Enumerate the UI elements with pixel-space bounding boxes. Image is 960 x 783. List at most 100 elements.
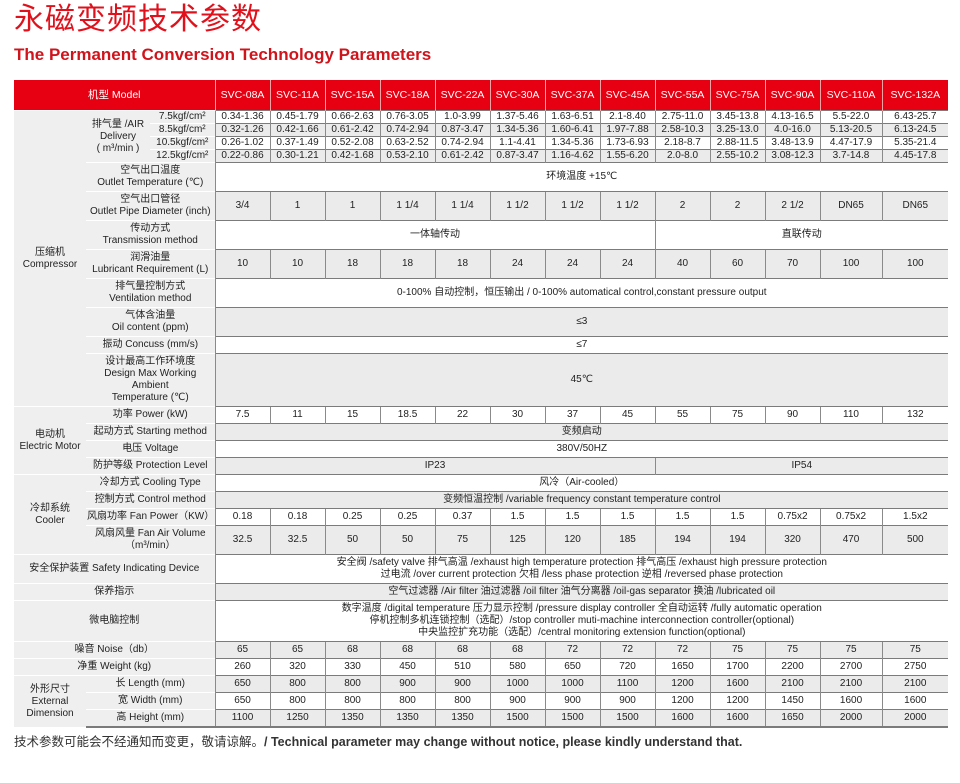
table-row: 传动方式 Transmission method 一体轴传动 直联传动 [14, 220, 949, 250]
value-cell: 100 [881, 249, 949, 279]
row-label: 高 Height (mm) [86, 709, 216, 728]
group-label: 压缩机 Compressor [14, 110, 86, 407]
value-cell: 194 [654, 525, 711, 555]
value-cell: 1000 [544, 675, 601, 693]
value-cell: 1.34-5.36 [544, 136, 601, 150]
value-cell: 1350 [434, 709, 491, 728]
group-label: 冷却系统 Cooler [14, 474, 86, 555]
value-cell: 125 [489, 525, 546, 555]
spec-table: 机型 Model SVC-08A SVC-11A SVC-15A SVC-18A SVC… [14, 80, 949, 728]
value-cell: 330 [324, 658, 381, 676]
group-label: 电动机 Electric Motor [14, 406, 86, 475]
row-label: 保养指示 [14, 583, 216, 601]
value-cell: 50 [379, 525, 436, 555]
value-cell: 60 [709, 249, 766, 279]
value-cell: 1.1-4.41 [489, 136, 546, 150]
value-cell: 0.63-2.52 [379, 136, 436, 150]
value-cell: 800 [434, 692, 491, 710]
row-label: 长 Length (mm) [86, 675, 216, 693]
value-cell: 0.45-1.79 [269, 110, 326, 124]
value-cell: 110 [819, 406, 883, 424]
value-cell: 22 [434, 406, 491, 424]
value-cell: 0.87-3.47 [489, 149, 546, 163]
value-cell: 2.55-10.2 [709, 149, 766, 163]
value-cell: 0.66-2.63 [324, 110, 381, 124]
value-cell: 68 [324, 641, 381, 659]
value-cell: 5.13-20.5 [819, 123, 883, 137]
value-cell: 1 1/2 [599, 191, 656, 221]
value-cell: 1.5 [489, 508, 546, 526]
value-cell: 1350 [379, 709, 436, 728]
value-cell: 1250 [269, 709, 326, 728]
table-row: 微电脑控制 数字温度 /digital temperature 压力显示控制 /p… [14, 600, 949, 642]
table-row: 润滑油量 Lubricant Requirement (L) 10 10 18 18 18… [14, 249, 949, 279]
value-cell: 650 [214, 675, 271, 693]
table-row: 噪音 Noise（db） 65 65 68 68 68 68 72 72 72 75 75 75 75 [14, 641, 949, 659]
value-cell: 2 [709, 191, 766, 221]
value-cell: 0.87-3.47 [434, 123, 491, 137]
value-cell: 1000 [489, 675, 546, 693]
value-cell: 2100 [819, 675, 883, 693]
value-cell: 4.0-16.0 [764, 123, 821, 137]
value-cell: 1 [324, 191, 381, 221]
row-label: 空气出口温度 Outlet Temperature (℃) [86, 162, 216, 192]
table-row: 起动方式 Starting method 变频启动 [14, 423, 949, 441]
row-label: 电压 Voltage [86, 440, 216, 458]
value-cell: 68 [489, 641, 546, 659]
row-label: 传动方式 Transmission method [86, 220, 216, 250]
value-cell: 72 [544, 641, 601, 659]
value-cell: 90 [764, 406, 821, 424]
value-cell: 0.61-2.42 [324, 123, 381, 137]
value-cell: 0.52-2.08 [324, 136, 381, 150]
value-cell: 0.42-1.66 [269, 123, 326, 137]
value-cell: 1600 [709, 709, 766, 728]
value-cell: 70 [764, 249, 821, 279]
model-header: SVC-37A [544, 80, 601, 111]
value-cell: 1.37-5.46 [489, 110, 546, 124]
value-cell: 11 [269, 406, 326, 424]
table-row: 排气量控制方式 Ventilation method 0-100% 自动控制，恒压… [14, 278, 949, 308]
value-cell: 0.42-1.68 [324, 149, 381, 163]
table-row: 宽 Width (mm) 650 800 800 800 800 900 900 900 1200… [14, 692, 949, 710]
value-cell: 2 1/2 [764, 191, 821, 221]
model-header: SVC-22A [434, 80, 491, 111]
value-cell: 4.45-17.8 [881, 149, 949, 163]
value-cell: 320 [764, 525, 821, 555]
value-cell: 24 [544, 249, 601, 279]
value-cell: 2.75-11.0 [654, 110, 711, 124]
table-row: 净重 Weight (kg) 260 320 330 450 510 580 650 720 16… [14, 658, 949, 676]
row-label: 振动 Concuss (mm/s) [86, 336, 216, 354]
value-cell: 2.88-11.5 [709, 136, 766, 150]
value-cell: 1600 [709, 675, 766, 693]
table-row: 冷却系统 Cooler 冷却方式 Cooling Type 风冷（Air-coole… [14, 474, 949, 555]
table-row: 电动机 Electric Motor 功率 Power (kW) 7.5 11 15 18… [14, 406, 949, 475]
value-cell: 24 [489, 249, 546, 279]
value-cell: 1.34-5.36 [489, 123, 546, 137]
value-cell: 2.58-10.3 [654, 123, 711, 137]
value-cell: 1350 [324, 709, 381, 728]
value-cell: 1.5 [544, 508, 601, 526]
row-label: 起动方式 Starting method [86, 423, 216, 441]
model-header: SVC-45A [599, 80, 656, 111]
value-cell: 3.08-12.3 [764, 149, 821, 163]
value-cell: 0.75x2 [819, 508, 883, 526]
value-cell: 1 1/2 [544, 191, 601, 221]
value-cell: 0.37 [434, 508, 491, 526]
model-header: SVC-132A [881, 80, 949, 111]
table-row: 设计最高工作环境度 Design Max Working Ambient Tem… [14, 353, 949, 407]
value-cell: 500 [881, 525, 949, 555]
value-cell: 18 [434, 249, 491, 279]
row-label: 排气量 /AIR Delivery ( m³/min ) [86, 110, 150, 163]
group-label: 外形尺寸 External Dimension [14, 675, 86, 727]
value-cell: 1200 [709, 692, 766, 710]
row-label: 功率 Power (kW) [86, 406, 216, 424]
value-cell: 900 [544, 692, 601, 710]
value-cell: 65 [269, 641, 326, 659]
merged-value-cell: 0-100% 自动控制，恒压输出 / 0-100% automatical co… [214, 278, 949, 308]
value-cell: 0.74-2.94 [434, 136, 491, 150]
value-cell: 650 [214, 692, 271, 710]
value-cell: 1.97-7.88 [599, 123, 656, 137]
value-cell: 0.34-1.36 [214, 110, 271, 124]
value-cell: 75 [881, 641, 949, 659]
value-cell: 55 [654, 406, 711, 424]
